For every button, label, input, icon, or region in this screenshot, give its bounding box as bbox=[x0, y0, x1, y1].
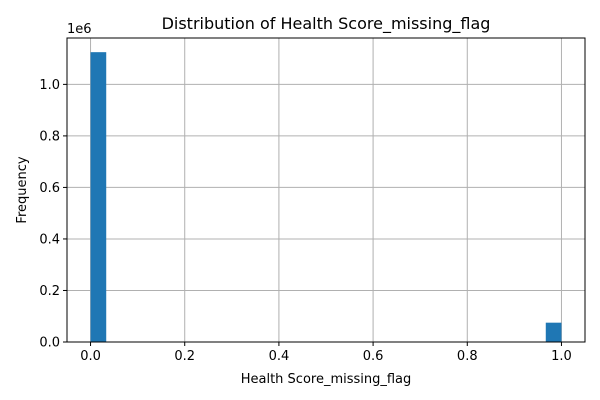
x-tick-label: 0.4 bbox=[269, 349, 290, 364]
x-tick-label: 0.8 bbox=[457, 349, 478, 364]
plot-frame bbox=[66, 37, 586, 343]
y-tick-label: 0.0 bbox=[39, 336, 60, 351]
grid-lines bbox=[67, 38, 585, 343]
bars bbox=[90, 52, 562, 342]
histogram-bar bbox=[545, 322, 562, 342]
x-tick-label: 0.0 bbox=[80, 349, 101, 364]
x-tick-label: 0.6 bbox=[363, 349, 384, 364]
chart-title: Distribution of Health Score_missing_fla… bbox=[162, 14, 491, 34]
x-axis-ticks: 0.0 0.2 0.4 0.6 0.8 1.0 bbox=[80, 342, 572, 364]
y-tick-label: 0.4 bbox=[39, 232, 60, 247]
y-axis-label: Frequency bbox=[15, 156, 30, 223]
x-tick-label: 1.0 bbox=[551, 349, 572, 364]
y-tick-label: 1.0 bbox=[39, 78, 60, 93]
y-offset-label: 1e6 bbox=[67, 22, 92, 37]
histogram-bar bbox=[90, 52, 107, 342]
y-tick-label: 0.6 bbox=[39, 181, 60, 196]
x-tick-label: 0.2 bbox=[174, 349, 195, 364]
y-tick-label: 0.8 bbox=[39, 129, 60, 144]
y-axis-ticks: 0.0 0.2 0.4 0.6 0.8 1.0 bbox=[39, 78, 67, 351]
x-axis-label: Health Score_missing_flag bbox=[241, 372, 412, 387]
y-tick-label: 0.2 bbox=[39, 284, 60, 299]
